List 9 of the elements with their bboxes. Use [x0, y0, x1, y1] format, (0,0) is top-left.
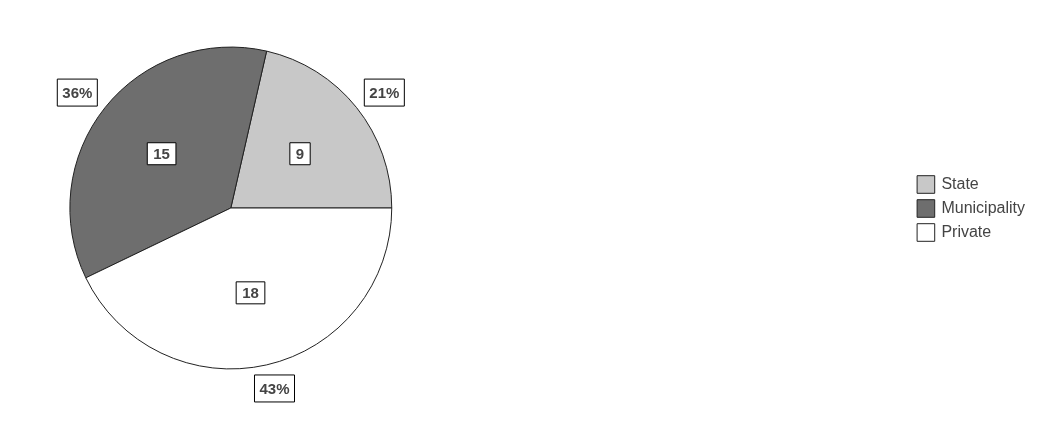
data-label: 18 — [242, 283, 259, 301]
data-label: 9 — [295, 144, 305, 162]
legend-label: State — [941, 174, 979, 193]
text: 21% — [369, 84, 400, 102]
legend-label: Private — [941, 222, 992, 241]
text: 36% — [62, 84, 93, 102]
data-label: 15 — [153, 144, 170, 162]
text: 43% — [259, 379, 290, 397]
legend-label: Municipality — [941, 198, 1025, 217]
